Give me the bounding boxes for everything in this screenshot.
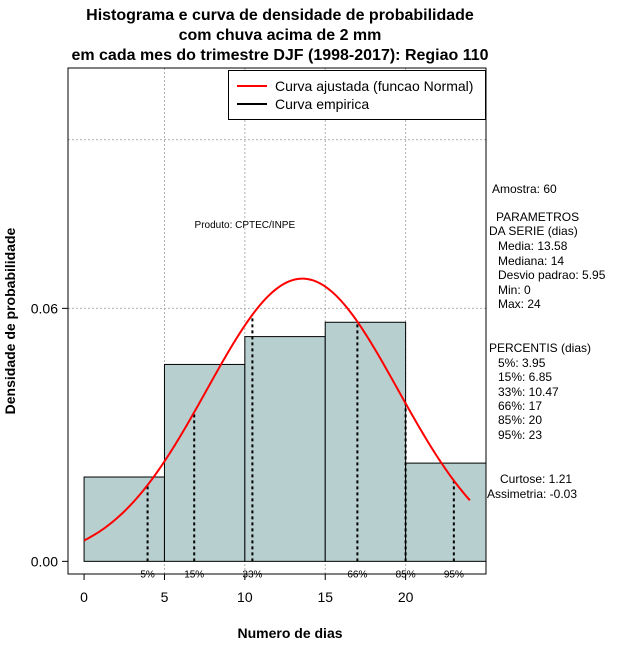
histogram-bar-1 bbox=[163, 363, 246, 562]
histogram-bar-2 bbox=[244, 336, 326, 562]
stat-p15: 15%: 6.85 bbox=[498, 370, 553, 384]
stat-media: Media: 13.58 bbox=[498, 239, 568, 253]
stat-param-title-1: PARAMETROS bbox=[496, 210, 580, 224]
percentile-label-3: 66% bbox=[347, 569, 367, 580]
produto-label: Produto: CPTEC/INPE bbox=[195, 220, 296, 231]
plot-frame bbox=[67, 67, 487, 575]
y-tick-label-0: 0.00 bbox=[31, 553, 58, 569]
stat-mediana: Mediana: 14 bbox=[498, 254, 565, 268]
legend-swatch-empirica bbox=[237, 103, 267, 106]
stat-p5: 5%: 3.95 bbox=[498, 356, 546, 370]
legend-label-empirica: Curva empirica bbox=[275, 96, 370, 112]
chart-title-line-1: Histograma e curva de densidade de proba… bbox=[86, 7, 474, 24]
x-tick-label-0: 0 bbox=[80, 589, 88, 605]
stat-p85: 85%: 20 bbox=[498, 413, 543, 427]
histogram-bar-4 bbox=[405, 462, 487, 562]
stat-param-title-2: DA SERIE (dias) bbox=[489, 224, 578, 238]
y-axis-title: Densidade de probabilidade bbox=[2, 227, 18, 415]
x-tick-label-4: 20 bbox=[398, 589, 414, 605]
x-tick-label-2: 10 bbox=[237, 589, 253, 605]
stat-desvio: Desvio padrao: 5.95 bbox=[498, 268, 606, 282]
stat-assimetria: Assimetria: -0.03 bbox=[487, 487, 578, 501]
y-tick-label-1: 0.06 bbox=[31, 300, 58, 316]
stat-perc-title: PERCENTIS (dias) bbox=[489, 341, 592, 355]
stat-max: Max: 24 bbox=[498, 297, 541, 311]
chart-title-line-2: com chuva acima de 2 mm bbox=[178, 27, 382, 44]
stat-p33: 33%: 10.47 bbox=[498, 385, 559, 399]
chart-legend: Curva ajustada (funcao Normal) Curva emp… bbox=[228, 70, 486, 120]
legend-item-empirica: Curva empirica bbox=[237, 95, 369, 113]
legend-label-normal: Curva ajustada (funcao Normal) bbox=[275, 78, 474, 94]
stat-min: Min: 0 bbox=[498, 283, 531, 297]
legend-item-normal: Curva ajustada (funcao Normal) bbox=[237, 77, 473, 95]
stat-p95: 95%: 23 bbox=[498, 428, 543, 442]
x-tick-label-3: 15 bbox=[317, 589, 333, 605]
histogram-bar-3 bbox=[324, 321, 407, 562]
stat-p66: 66%: 17 bbox=[498, 399, 543, 413]
stat-curtose: Curtose: 1.21 bbox=[500, 472, 573, 486]
histogram-bar-0 bbox=[83, 476, 165, 562]
normal-density-curve bbox=[83, 277, 471, 542]
percentile-label-2: 33% bbox=[242, 569, 262, 580]
x-tick-label-1: 5 bbox=[161, 589, 169, 605]
chart-title-line-3: em cada mes do trimestre DJF (1998-2017)… bbox=[71, 47, 489, 64]
x-axis-title: Numero de dias bbox=[237, 625, 343, 641]
percentile-label-5: 95% bbox=[444, 569, 464, 580]
percentile-label-1: 15% bbox=[184, 569, 204, 580]
percentile-label-0: 5% bbox=[140, 569, 155, 580]
stat-amostra: Amostra: 60 bbox=[492, 182, 557, 196]
legend-swatch-normal bbox=[237, 85, 267, 88]
